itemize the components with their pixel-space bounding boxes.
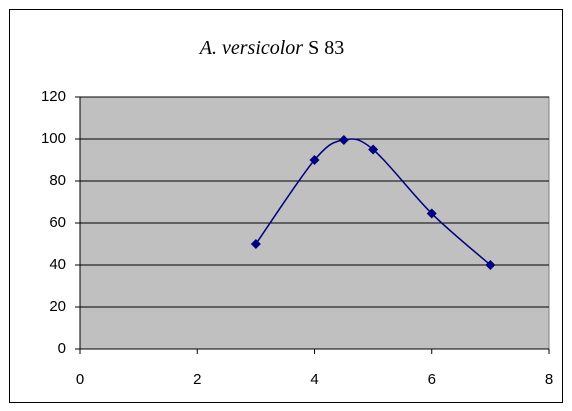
y-tick-label: 20: [49, 298, 66, 315]
y-tick-label: 120: [41, 88, 66, 105]
data-point: [368, 144, 379, 155]
title-italic: A. versicolor: [198, 37, 304, 59]
x-tick-label: 4: [310, 371, 318, 388]
y-tick-label: 40: [49, 256, 66, 273]
x-tick-label: 8: [545, 371, 553, 388]
y-tick-label: 60: [49, 214, 66, 231]
chart-title: A. versicolor S 83: [198, 37, 344, 59]
y-tick-label: 0: [58, 340, 66, 357]
x-tick-label: 0: [76, 371, 84, 388]
data-point: [309, 155, 320, 165]
x-tick-label: 6: [428, 371, 436, 388]
data-point: [426, 208, 437, 219]
y-tick-label: 80: [49, 172, 66, 189]
data-point: [250, 239, 261, 249]
data-point: [338, 135, 349, 146]
series-line: [255, 138, 491, 266]
x-tick-label: 2: [193, 371, 201, 388]
data-point: [485, 260, 496, 270]
y-tick-label: 100: [41, 130, 66, 147]
title-roman: S 83: [308, 37, 344, 59]
